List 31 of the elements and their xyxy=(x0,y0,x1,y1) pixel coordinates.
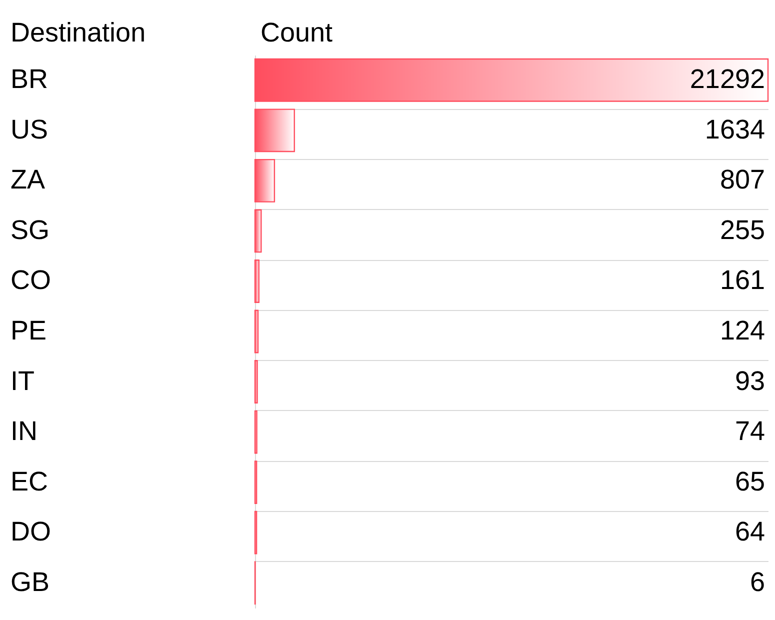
bar xyxy=(254,209,262,253)
y-tick-label: US xyxy=(10,114,48,144)
y-tick-label: DO xyxy=(10,516,51,547)
y-axis-title: Destination xyxy=(10,18,146,48)
y-tick-label: GB xyxy=(10,566,50,597)
data-label: 255 xyxy=(720,214,765,245)
data-label: 124 xyxy=(720,316,765,346)
data-label: 93 xyxy=(734,366,765,396)
data-label: 6 xyxy=(750,566,765,597)
y-tick-label: CO xyxy=(10,265,51,296)
data-label: 807 xyxy=(720,164,765,195)
y-tick-label: PE xyxy=(10,316,47,346)
data-label: 74 xyxy=(734,416,765,446)
y-tick-label: SG xyxy=(10,214,50,245)
bar xyxy=(254,260,260,303)
data-label: 65 xyxy=(734,466,765,496)
y-tick-label: IT xyxy=(10,366,34,396)
bar xyxy=(254,158,276,202)
data-label: 161 xyxy=(720,265,765,296)
y-tick-label: EC xyxy=(10,466,48,496)
y-tick-label: BR xyxy=(10,64,48,94)
bar xyxy=(254,360,258,404)
bar xyxy=(254,108,295,152)
y-tick-label: ZA xyxy=(10,164,46,195)
data-label: 1634 xyxy=(704,114,765,144)
bar xyxy=(254,58,769,102)
data-label: 64 xyxy=(734,516,765,547)
x-axis-title: Count xyxy=(260,18,334,48)
data-label: 21292 xyxy=(690,64,765,94)
y-tick-label: IN xyxy=(10,416,38,446)
bar xyxy=(254,310,259,354)
